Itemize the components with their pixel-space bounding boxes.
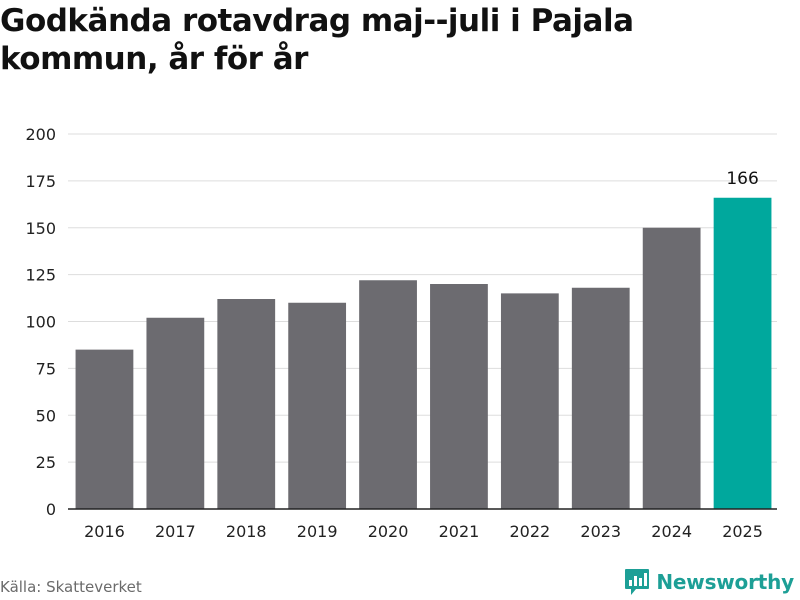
bar-2024: [642, 227, 701, 509]
bar-2018: [217, 299, 276, 509]
y-tick-label: 75: [36, 359, 56, 378]
x-tick-label: 2023: [580, 522, 621, 541]
bar-2020: [359, 280, 417, 509]
bar-2016: [75, 349, 134, 509]
x-tick-label: 2022: [509, 522, 550, 541]
y-tick-label: 50: [36, 406, 56, 425]
x-tick-label: 2016: [84, 522, 125, 541]
x-tick-label: 2024: [651, 522, 692, 541]
newsworthy-logo-icon: [625, 569, 650, 595]
x-tick-label: 2018: [226, 522, 267, 541]
brand-name: Newsworthy: [656, 570, 794, 594]
bar-2019: [288, 302, 347, 509]
bar-2025: [713, 197, 772, 509]
y-tick-label: 150: [25, 219, 56, 238]
y-tick-label: 100: [25, 313, 56, 332]
axes: 0 25 50 75 100 125 150 175 200 2016 2017 2018 2019 20…: [25, 125, 777, 541]
labels: 166: [726, 169, 758, 189]
data-label: 166: [726, 169, 758, 189]
y-tick-label: 175: [25, 172, 56, 191]
bar-2017: [146, 317, 205, 509]
x-tick-label: 2025: [722, 522, 763, 541]
y-tick-label: 125: [25, 266, 56, 285]
brand-logo: Newsworthy: [624, 568, 794, 596]
chart-title: Godkända rotavdrag maj--juli i Pajala ko…: [0, 3, 634, 77]
x-tick-label: 2019: [297, 522, 338, 541]
y-tick-label: 25: [36, 453, 56, 472]
x-tick-label: 2021: [439, 522, 480, 541]
y-tick-label: 200: [25, 125, 56, 144]
bar-2021: [430, 284, 488, 509]
bar-2022: [500, 293, 559, 509]
x-tick-label: 2020: [368, 522, 409, 541]
bar-2023: [571, 287, 630, 509]
source-note: Källa: Skatteverket: [0, 578, 142, 596]
y-tick-label: 0: [46, 500, 56, 519]
x-tick-label: 2017: [155, 522, 196, 541]
bars: [75, 197, 772, 509]
